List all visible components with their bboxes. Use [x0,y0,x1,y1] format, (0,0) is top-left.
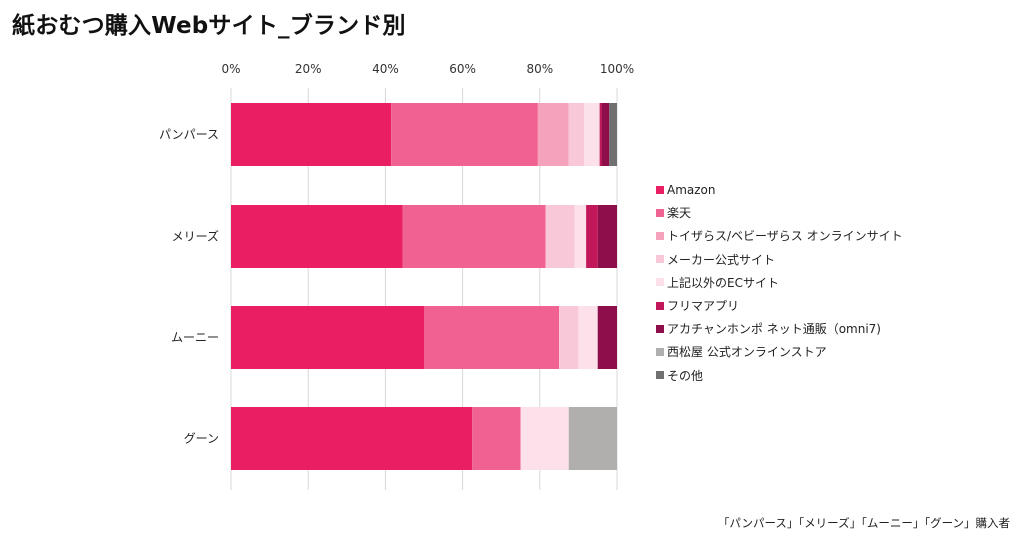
bar-segment [559,306,579,369]
bar-segment [545,205,575,268]
legend-label: 西松屋 公式オンラインストア [667,345,827,360]
legend-swatch [656,185,664,194]
legend-label: トイザらス/ベビーザらス オンラインサイト [667,229,903,244]
legend-label: メーカー公式サイト [667,252,776,267]
legend-label: 上記以外のECサイト [667,275,779,290]
x-tick-label: 80% [526,62,553,76]
legend-label: アカチャンホンポ ネット通販（omni7) [667,322,881,337]
x-tick-label: 60% [449,62,476,76]
x-tick-label: 100% [600,62,634,76]
legend-item: トイザらス/ベビーザらス オンラインサイト [656,224,903,247]
bar-segment [609,103,617,166]
bar-segment [586,205,598,268]
legend-swatch [656,278,664,287]
legend-item: 楽天 [656,201,903,224]
legend-label: 楽天 [667,206,692,221]
bar-segment [574,205,587,268]
bar-segment [424,306,560,369]
legend-swatch [656,301,664,310]
axis-tick-labels: 0% 20% 40% 60% 80% 100% [221,62,634,76]
legend-item: アカチャンホンポ ネット通販（omni7) [656,317,903,340]
legend-item: 上記以外のECサイト [656,271,903,294]
bar-segment [601,103,610,166]
bar-segment [391,103,538,166]
bar-segment [537,103,569,166]
legend-label: Amazon [667,182,716,197]
page-title: 紙おむつ購入Webサイト_ブランド別 [12,13,406,39]
bar-segment [584,103,600,166]
bar-segment [568,103,585,166]
bar-segment [231,205,403,268]
chart-legend: Amazon 楽天トイザらス/ベビーザらス オンラインサイト メーカー公式サイト 上記… [656,178,903,387]
legend-swatch [656,231,664,240]
bar-segment [520,407,569,470]
legend-item: その他 [656,364,903,387]
bar-segment [568,407,617,470]
bar-segment [599,103,602,166]
category-label: グーン [184,432,219,446]
bar-segment [472,407,521,470]
legend-label: フリマアプリ [667,299,740,314]
bar-segment [597,306,617,369]
x-tick-label: 40% [372,62,399,76]
legend-swatch [656,324,664,333]
x-tick-label: 20% [295,62,322,76]
category-label: メリーズ [172,229,219,244]
legend-swatch [656,347,664,356]
bar-segment [231,407,473,470]
legend-item: フリマアプリ [656,294,903,317]
legend-swatch [656,208,664,217]
legend-item: メーカー公式サイト [656,248,903,271]
bar-segment [402,205,546,268]
legend-label: その他 [667,368,704,383]
category-label: ムーニー [171,331,219,345]
bar-segment [597,205,617,268]
bar-segment [578,306,598,369]
category-label: パンパース [159,128,219,142]
legend-item: Amazon [656,178,903,201]
legend-item: 西松屋 公式オンラインストア [656,340,903,363]
footnote: 「パンパース」「メリーズ」「ムーニー」「グーン」購入者 [717,516,1010,530]
bar-series [231,103,617,470]
legend-swatch [656,255,664,264]
bar-segment [231,306,424,369]
legend-swatch [656,371,664,380]
bar-segment [231,103,392,166]
x-tick-label: 0% [221,62,240,76]
